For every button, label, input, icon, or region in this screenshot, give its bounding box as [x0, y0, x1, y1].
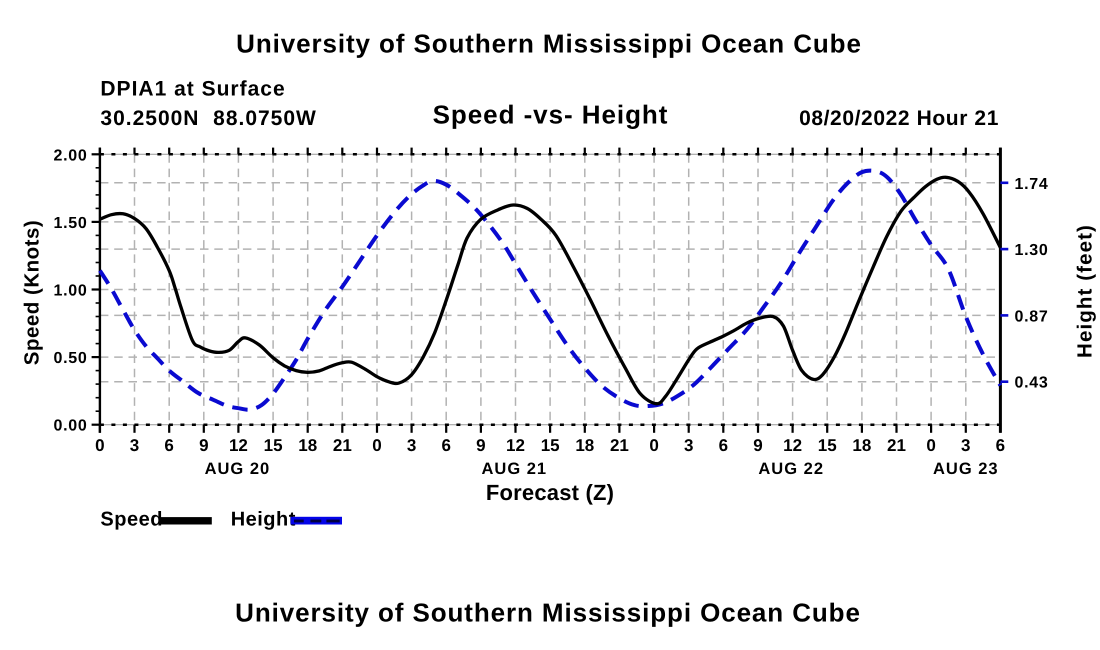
- svg-text:Height (feet): Height (feet): [1074, 224, 1097, 358]
- svg-text:3: 3: [684, 436, 693, 455]
- svg-text:15: 15: [818, 436, 837, 455]
- svg-text:21: 21: [610, 436, 629, 455]
- svg-text:University of Southern Mississ: University of Southern Mississippi Ocean…: [235, 597, 861, 627]
- svg-text:12: 12: [506, 436, 525, 455]
- svg-text:18: 18: [298, 436, 317, 455]
- svg-text:DPIA1 at Surface: DPIA1 at Surface: [100, 78, 285, 101]
- svg-text:15: 15: [541, 436, 560, 455]
- svg-text:0: 0: [926, 436, 935, 455]
- svg-text:15: 15: [264, 436, 283, 455]
- svg-text:0: 0: [95, 436, 104, 455]
- svg-text:0.50: 0.50: [54, 350, 88, 367]
- svg-text:21: 21: [333, 436, 352, 455]
- svg-text:0.87: 0.87: [1015, 308, 1049, 325]
- svg-text:30.2500N 88.0750W: 30.2500N 88.0750W: [100, 107, 316, 130]
- svg-text:9: 9: [476, 436, 485, 455]
- svg-text:6: 6: [442, 436, 451, 455]
- svg-text:AUG 21: AUG 21: [481, 460, 547, 478]
- svg-text:1.74: 1.74: [1015, 176, 1049, 193]
- svg-text:18: 18: [575, 436, 594, 455]
- svg-text:Speed (Knots): Speed (Knots): [21, 220, 44, 365]
- svg-text:Speed: Speed: [100, 508, 163, 530]
- svg-text:University of Southern Mississ: University of Southern Mississippi Ocean…: [236, 28, 862, 58]
- svg-text:2.00: 2.00: [54, 147, 88, 164]
- svg-text:0: 0: [649, 436, 658, 455]
- svg-text:3: 3: [407, 436, 416, 455]
- svg-text:0.00: 0.00: [54, 418, 88, 435]
- svg-text:9: 9: [753, 436, 762, 455]
- svg-text:0.43: 0.43: [1015, 375, 1049, 392]
- svg-text:Height: Height: [231, 508, 296, 530]
- svg-text:6: 6: [164, 436, 173, 455]
- svg-text:1.00: 1.00: [54, 283, 88, 300]
- svg-text:0: 0: [372, 436, 381, 455]
- svg-text:12: 12: [783, 436, 802, 455]
- svg-text:1.50: 1.50: [54, 215, 88, 232]
- svg-text:18: 18: [852, 436, 871, 455]
- svg-text:AUG 20: AUG 20: [205, 460, 271, 478]
- svg-text:AUG 22: AUG 22: [758, 460, 824, 478]
- svg-text:3: 3: [130, 436, 139, 455]
- svg-text:3: 3: [961, 436, 970, 455]
- svg-text:1.30: 1.30: [1015, 242, 1049, 259]
- svg-text:6: 6: [996, 436, 1005, 455]
- svg-text:AUG 23: AUG 23: [933, 460, 999, 478]
- svg-text:9: 9: [199, 436, 208, 455]
- svg-text:Speed -vs- Height: Speed -vs- Height: [433, 100, 669, 130]
- svg-text:6: 6: [719, 436, 728, 455]
- svg-text:08/20/2022 Hour 21: 08/20/2022 Hour 21: [799, 107, 999, 130]
- svg-text:21: 21: [887, 436, 906, 455]
- svg-text:Forecast (Z): Forecast (Z): [486, 480, 614, 505]
- svg-text:12: 12: [229, 436, 248, 455]
